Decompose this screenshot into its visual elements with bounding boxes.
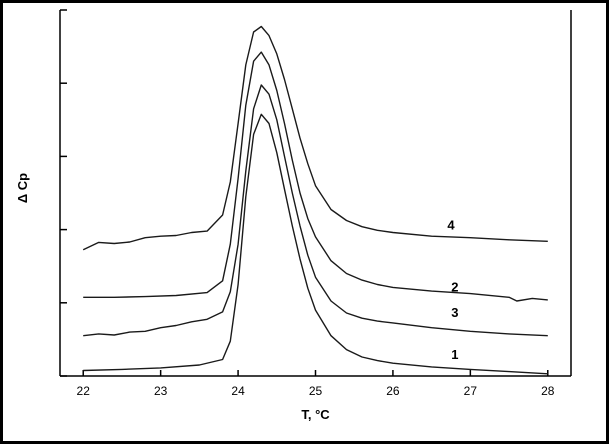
x-tick-label: 25 [309,384,323,398]
y-axis-ticks [60,9,67,377]
plot-frame [59,10,572,377]
series-line-1 [83,113,548,375]
series-label-1: 1 [451,347,458,362]
series-labels: 4 2 3 1 [447,217,458,362]
x-tick-label: 27 [464,384,478,398]
x-axis-label: T, °C [301,407,330,422]
x-tick-label: 22 [77,384,91,398]
x-tick-label: 24 [231,384,245,398]
x-tick-label: 26 [386,384,400,398]
series-line-2 [83,51,548,302]
y-axis-label: Δ Cp [15,173,30,203]
x-tick-label: 23 [154,384,168,398]
series-line-4 [82,25,548,251]
x-tick-label: 28 [541,384,555,398]
series-lines [82,25,548,375]
series-label-3: 3 [451,305,458,320]
series-line-3 [83,84,548,337]
series-label-4: 4 [447,217,455,232]
x-axis-ticks: 22 23 24 25 26 27 28 [77,370,555,398]
series-label-2: 2 [451,279,458,294]
